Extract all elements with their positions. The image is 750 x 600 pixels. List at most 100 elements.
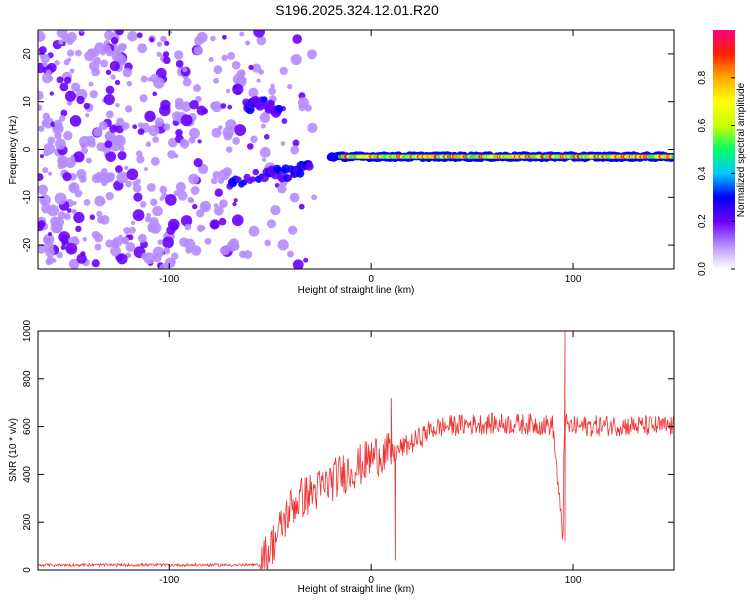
y-tick-label: -10	[22, 190, 33, 205]
spectrogram-cell	[105, 239, 114, 248]
spectrogram-cell	[160, 99, 171, 111]
spectrogram-cell	[47, 171, 53, 176]
spectrogram-cell	[53, 217, 65, 228]
spectrogram-cell	[67, 237, 74, 243]
spectrogram-cell	[83, 198, 91, 206]
spectrogram-cell	[38, 90, 44, 101]
spectrogram-cell	[227, 52, 236, 60]
spectrogram-cell	[81, 147, 89, 155]
spectrogram-cell	[264, 239, 271, 247]
spectrogram-cell	[252, 168, 259, 176]
spectrogram-cell	[111, 50, 123, 62]
spectrogram-cell	[80, 177, 86, 183]
snr-x-ticks: -100 0 100	[159, 331, 582, 586]
spectrogram-cell	[136, 150, 143, 157]
spectrogram-cell	[175, 128, 183, 137]
colorbar-tick-label: 0.2	[697, 214, 708, 228]
spectrogram-cell	[52, 258, 57, 263]
snr-y-label: SNR (10 * v/v)	[8, 418, 19, 482]
spectrogram-cell	[219, 199, 228, 208]
spectrogram-cell	[139, 94, 148, 103]
spectrogram-cell	[288, 225, 298, 235]
spectrogram-cell	[96, 210, 103, 217]
spectrogram-cell	[130, 220, 136, 226]
spectrogram-cell	[167, 137, 178, 148]
spectrogram-cell	[231, 214, 244, 227]
spectrogram-cell	[118, 145, 125, 152]
spectrogram-cell	[230, 241, 240, 251]
spectrogram-cell	[79, 30, 85, 33]
spectrogram-cell	[94, 171, 106, 183]
spectrogram-cell	[191, 245, 202, 256]
spectrogram-cell	[194, 36, 204, 46]
spectrogram-cell	[47, 231, 53, 237]
y-tick-label: 0	[22, 146, 33, 152]
spectrogram-cell	[250, 135, 258, 143]
spectrogram-cell	[221, 34, 227, 40]
spectrogram-cell	[56, 76, 64, 84]
spectrogram-cell	[105, 110, 114, 119]
spectrogram-cell	[148, 125, 160, 137]
spectrogram-cell	[41, 199, 47, 205]
spectrogram-cell	[85, 157, 92, 164]
spectrogram-cell	[160, 35, 167, 43]
spectrogram-cell	[83, 102, 90, 110]
spectrogram-cell	[94, 243, 102, 251]
spectrogram-cell	[109, 60, 120, 72]
spectrogram-cell	[234, 124, 247, 137]
spectrogram-cell	[218, 169, 230, 181]
spectrogram-cell	[195, 95, 202, 103]
spectrogram-cell	[152, 253, 162, 263]
spectrogram-cell	[56, 30, 68, 38]
spectrogram-cell	[279, 66, 288, 76]
spectrogram-cell	[163, 123, 171, 131]
spectrogram-cell	[263, 134, 270, 140]
spectrogram-cell	[188, 127, 200, 139]
spectrogram-cell	[152, 91, 158, 97]
spectrogram-cell	[63, 59, 70, 66]
spectrogram-cell	[281, 118, 288, 124]
y-tick-label: 20	[22, 48, 33, 60]
y-tick-label: 10	[22, 96, 33, 108]
y-tick-label: 1000	[22, 319, 33, 342]
spectrogram-cell	[78, 135, 91, 148]
spectrogram-cell	[188, 173, 199, 185]
spectrogram-cell	[89, 214, 96, 220]
spectrogram-cell	[69, 115, 82, 127]
colorbar-tick-label: 0.6	[697, 118, 708, 132]
spectrogram-cell	[280, 141, 286, 146]
spectrogram-image	[38, 30, 674, 269]
colorbar-tick-label: 0.8	[697, 70, 708, 84]
spectrogram-cell	[164, 40, 170, 46]
spectrogram-cell	[246, 143, 254, 150]
spectrogram-cell	[240, 76, 247, 84]
spectrogram-cell	[126, 80, 133, 87]
spectrogram-cell	[64, 76, 72, 84]
spectrogram-cell	[54, 60, 60, 66]
spectrogram-cell	[60, 244, 66, 251]
spectrogram-cell	[159, 185, 168, 194]
spectrogram-cell	[210, 101, 219, 110]
spectrogram-cell	[125, 105, 133, 113]
spectrogram-cell	[72, 265, 79, 269]
spectrogram-cell	[190, 186, 200, 195]
spectrogram-cell	[132, 124, 138, 130]
spectrogram-cell	[66, 208, 72, 213]
spectrogram-cell	[179, 237, 189, 247]
spectrogram-cell	[105, 48, 114, 57]
spectrogram-cell	[100, 59, 109, 68]
spectrogram-cell	[213, 77, 219, 84]
spectrogram-cell	[196, 224, 205, 232]
spectrogram-cell	[143, 166, 149, 172]
spectrogram-cell	[125, 242, 136, 252]
spectrogram-cell	[116, 117, 125, 126]
spectrogram-cell	[248, 87, 259, 98]
spectrogram-cell	[223, 131, 233, 141]
spectrogram-cell	[117, 150, 127, 161]
spectrogram-cell	[225, 119, 237, 131]
spectrogram-cell	[141, 252, 149, 260]
spectrogram-cell	[170, 259, 176, 265]
x-tick-label: 0	[368, 274, 374, 285]
spectrogram-cell	[174, 50, 184, 60]
